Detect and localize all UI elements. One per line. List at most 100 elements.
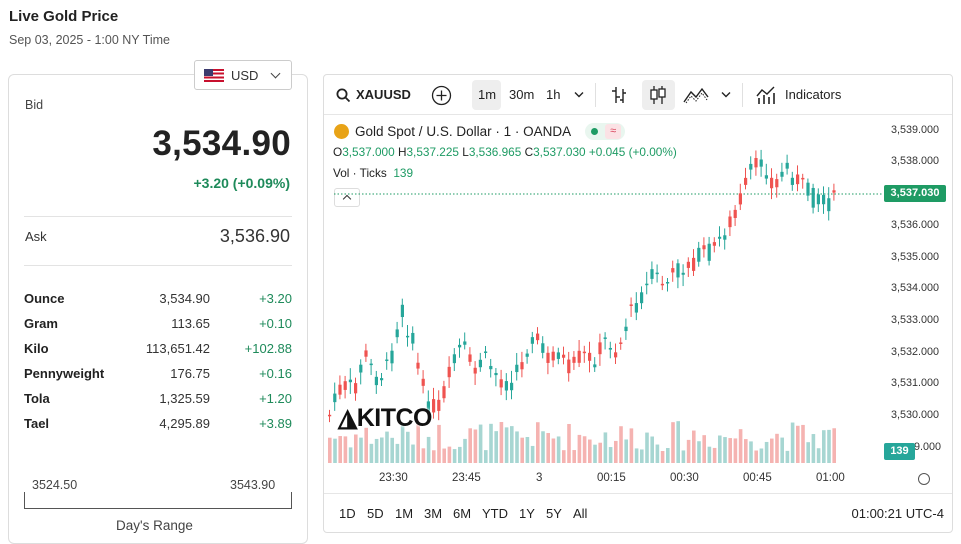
candle-body <box>421 378 425 386</box>
candle-body <box>426 401 430 413</box>
range-1m[interactable]: 1M <box>395 506 414 521</box>
candle-body <box>333 393 337 403</box>
volume-bar <box>603 432 608 463</box>
volume-bar <box>530 445 535 463</box>
range-all[interactable]: All <box>573 506 588 521</box>
volume-bar <box>536 422 540 463</box>
volume-bar <box>811 434 816 463</box>
candle-body <box>655 272 659 275</box>
candle-body <box>759 159 763 167</box>
change-value: +0.045 (+0.00%) <box>588 145 677 159</box>
interval-1h[interactable]: 1h <box>546 87 561 102</box>
candle-body <box>354 383 358 394</box>
volume-bar <box>504 427 509 463</box>
x-axis-label: 00:45 <box>743 472 772 484</box>
unit-price: 176.75 <box>170 366 210 381</box>
x-axis-label: 01:00 <box>816 472 845 484</box>
watermark-text: KITCO <box>356 404 433 432</box>
y-axis-label: 3,533.000 <box>891 314 940 326</box>
gold-symbol-icon <box>334 124 349 139</box>
volume-bar <box>723 437 727 463</box>
volume-bar <box>629 428 634 463</box>
low-value: 3,536.965 <box>468 145 522 159</box>
divider <box>24 265 292 266</box>
x-axis-label: 00:30 <box>670 472 699 484</box>
open-value: 3,537.000 <box>342 145 395 159</box>
symbol-search[interactable]: XAUUSD <box>356 87 411 102</box>
chart-clock: 01:00:21 UTC-4 <box>851 506 945 521</box>
candle-body <box>473 367 477 374</box>
interval-30m[interactable]: 30m <box>509 87 535 102</box>
unit-change: +3.89 <box>259 416 292 431</box>
chart-title[interactable]: Gold Spot <box>355 124 416 139</box>
chart-title-sep: / <box>415 124 427 139</box>
volume-tag: 139 <box>884 443 915 460</box>
candle-body <box>614 352 618 358</box>
unit-change: +0.16 <box>259 366 292 381</box>
currency-select[interactable]: USD <box>194 60 292 90</box>
candle-body <box>525 353 529 357</box>
unit-name: Gram <box>24 316 58 331</box>
candle-body <box>775 179 779 188</box>
volume-bar <box>790 422 795 463</box>
volume-bar <box>796 425 800 463</box>
candle-body <box>437 399 441 411</box>
range-5d[interactable]: 5D <box>367 506 384 521</box>
range-5y[interactable]: 5Y <box>546 506 562 521</box>
indicators-button[interactable]: Indicators <box>785 87 842 102</box>
compare-add-icon[interactable] <box>431 85 452 106</box>
y-axis-label: 3,539.000 <box>891 124 940 136</box>
candle-body <box>640 292 644 304</box>
candle-body <box>832 190 836 193</box>
range-ytd[interactable]: YTD <box>482 506 508 521</box>
volume-bar <box>426 436 431 463</box>
candlestick-icon[interactable] <box>649 84 667 106</box>
range-1y[interactable]: 1Y <box>519 506 535 521</box>
unit-row-tael: Tael 4,295.89 +3.89 <box>24 416 292 436</box>
unit-name: Pennyweight <box>24 366 105 381</box>
unit-row-kilo: Kilo 113,651.42 +102.88 <box>24 341 292 361</box>
y-axis-label: 3,531.000 <box>891 377 940 389</box>
volume-bar <box>411 444 415 463</box>
candle-body <box>744 177 748 185</box>
candle-body <box>385 359 389 362</box>
volume-bar <box>458 446 462 463</box>
area-chart-icon[interactable] <box>683 86 709 104</box>
volume-bar <box>655 444 660 463</box>
range-1d[interactable]: 1D <box>339 506 356 521</box>
chart-settings-icon[interactable] <box>918 473 930 485</box>
candle-body <box>374 376 378 386</box>
bar-chart-type-icon[interactable] <box>611 85 627 105</box>
candle-body <box>390 350 394 364</box>
volume-bar <box>764 441 769 463</box>
volume-bar <box>728 438 732 463</box>
candle-body <box>619 342 623 344</box>
search-icon[interactable] <box>336 88 351 103</box>
range-3m[interactable]: 3M <box>424 506 443 521</box>
x-axis-label: 3 <box>536 472 543 484</box>
collapse-legend-button[interactable] <box>334 188 360 207</box>
range-6m[interactable]: 6M <box>453 506 472 521</box>
candlestick-chart[interactable] <box>324 115 884 465</box>
candle-body <box>348 379 352 383</box>
chevron-down-icon <box>270 68 281 79</box>
volume-bar <box>567 423 571 463</box>
chevron-down-icon[interactable] <box>574 91 584 99</box>
volume-bar <box>650 436 654 463</box>
volume-bar <box>541 431 545 463</box>
candle-body <box>733 209 737 218</box>
candle-body <box>541 343 545 353</box>
chevron-down-icon[interactable] <box>721 91 731 99</box>
interval-1m[interactable]: 1m <box>478 87 497 102</box>
range-bar <box>24 492 292 509</box>
volume-bar <box>640 449 644 463</box>
x-axis-label: 23:45 <box>452 472 481 484</box>
volume-bar <box>494 431 498 463</box>
candle-body <box>593 364 597 368</box>
unit-change: +3.20 <box>259 291 292 306</box>
volume-bar <box>484 450 488 463</box>
interval-1m-button[interactable] <box>472 80 501 110</box>
indicators-icon[interactable] <box>756 85 776 105</box>
volume-bar <box>354 434 358 463</box>
candle-body <box>546 352 550 363</box>
